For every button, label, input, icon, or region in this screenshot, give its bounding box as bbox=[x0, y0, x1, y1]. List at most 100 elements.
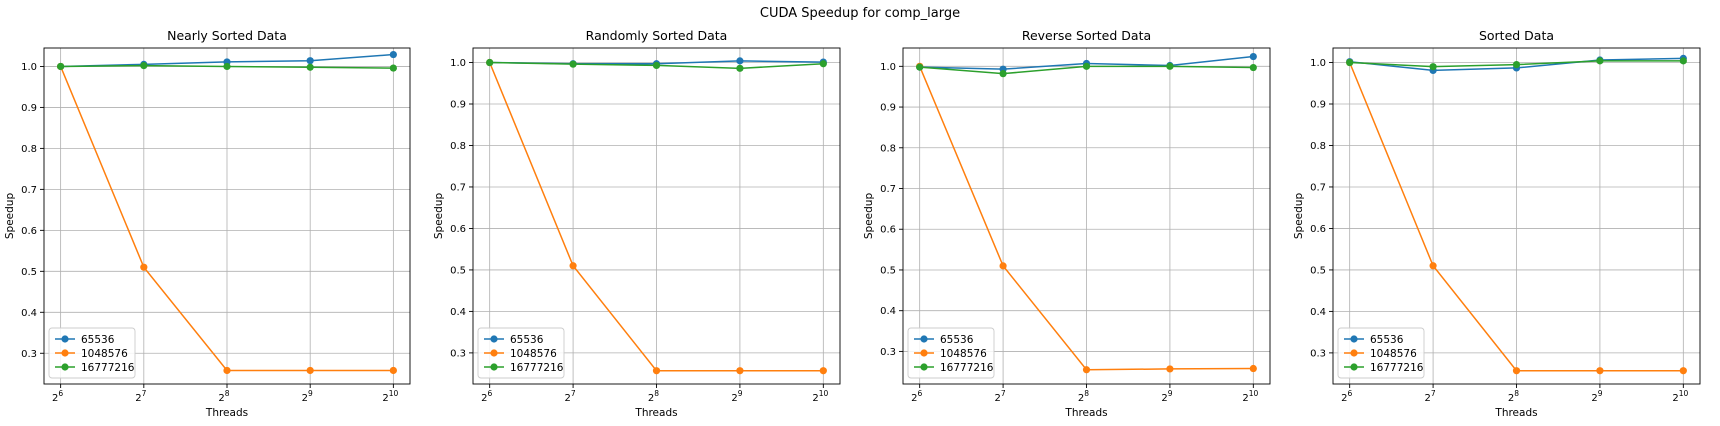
data-point-1048576 bbox=[223, 366, 231, 375]
data-point-16777216 bbox=[306, 63, 314, 71]
data-point-1048576 bbox=[1429, 262, 1437, 270]
y-tick-label: 1.0 bbox=[880, 62, 896, 73]
x-axis-label: Threads bbox=[1494, 407, 1537, 419]
legend-swatch-marker bbox=[61, 363, 69, 371]
y-tick-label: 1.0 bbox=[1310, 58, 1326, 69]
legend-label: 16777216 bbox=[510, 362, 564, 374]
y-tick-label: 0.8 bbox=[450, 141, 466, 152]
y-tick-label: 0.8 bbox=[21, 144, 37, 155]
data-point-16777216 bbox=[140, 62, 148, 70]
x-tick-label: 27 bbox=[995, 389, 1006, 404]
legend-swatch-marker bbox=[920, 335, 928, 343]
legend-label: 65536 bbox=[510, 334, 544, 346]
legend-swatch-marker bbox=[1350, 349, 1358, 357]
y-tick-label: 0.9 bbox=[1310, 100, 1326, 111]
subplot-title: Nearly Sorted Data bbox=[167, 28, 287, 43]
data-point-16777216 bbox=[1166, 62, 1174, 70]
x-tick-label: 28 bbox=[1078, 389, 1089, 404]
subplot-grid: 0.3 0.4 0.5 0.6 0.7 0.8 0.9 1.0 26 27 28 29 210 Nearl… bbox=[4, 28, 1701, 419]
y-tick-label: 0.9 bbox=[21, 103, 37, 114]
legend-swatch-marker bbox=[920, 349, 928, 357]
x-tick-label: 27 bbox=[135, 389, 146, 404]
y-axis-label: Speedup bbox=[433, 193, 445, 240]
data-point-1048576 bbox=[1596, 367, 1604, 375]
x-tick-label: 29 bbox=[1161, 389, 1172, 404]
legend-label: 1048576 bbox=[510, 348, 557, 360]
data-point-65536 bbox=[389, 50, 397, 59]
data-point-16777216 bbox=[1679, 57, 1687, 65]
y-tick-label: 0.9 bbox=[880, 103, 896, 114]
subplot-title: Sorted Data bbox=[1479, 28, 1554, 43]
subplot-1: 0.3 0.4 0.5 0.6 0.7 0.8 0.9 1.0 26 27 28 29 210 Nearl… bbox=[4, 28, 411, 419]
legend-swatch-marker bbox=[1350, 335, 1358, 343]
subplot-4: 0.3 0.4 0.5 0.6 0.7 0.8 0.9 1.0 26 27 28 29 210 Sorte… bbox=[1293, 28, 1701, 419]
data-point-16777216 bbox=[57, 62, 65, 71]
data-point-16777216 bbox=[736, 64, 744, 72]
data-point-16777216 bbox=[999, 70, 1007, 78]
x-axis-label: Threads bbox=[1064, 407, 1107, 419]
data-point-16777216 bbox=[569, 60, 577, 68]
x-tick-label: 27 bbox=[1425, 389, 1436, 404]
x-tick-label: 210 bbox=[812, 389, 828, 404]
data-point-16777216 bbox=[1429, 63, 1437, 71]
data-point-1048576 bbox=[819, 367, 827, 375]
legend-box bbox=[1337, 327, 1425, 379]
y-tick-label: 0.5 bbox=[21, 267, 37, 278]
legend-swatch-marker bbox=[490, 335, 498, 343]
y-tick-label: 0.4 bbox=[21, 308, 37, 319]
data-point-16777216 bbox=[389, 64, 397, 72]
data-point-16777216 bbox=[1596, 57, 1604, 65]
x-tick-label: 27 bbox=[565, 389, 576, 404]
legend-swatch-marker bbox=[1350, 363, 1358, 371]
y-tick-label: 0.5 bbox=[1310, 265, 1326, 276]
data-point-1048576 bbox=[999, 262, 1007, 270]
data-point-1048576 bbox=[140, 263, 148, 271]
legend: 65536 1048576 16777216 bbox=[907, 327, 995, 379]
x-tick-label: 29 bbox=[1591, 389, 1602, 404]
data-point-16777216 bbox=[1249, 63, 1257, 72]
data-point-1048576 bbox=[1082, 366, 1091, 374]
x-tick-label: 210 bbox=[382, 389, 398, 404]
y-tick-label: 0.3 bbox=[21, 349, 37, 360]
x-tick-label: 26 bbox=[52, 389, 63, 404]
data-point-1048576 bbox=[652, 367, 661, 375]
data-point-1048576 bbox=[736, 367, 744, 375]
data-point-65536 bbox=[736, 57, 744, 65]
y-axis-label: Speedup bbox=[4, 193, 16, 240]
y-tick-label: 0.6 bbox=[880, 225, 896, 236]
subplot-title: Randomly Sorted Data bbox=[586, 28, 728, 43]
x-tick-label: 28 bbox=[1508, 389, 1519, 404]
y-tick-label: 0.3 bbox=[1310, 348, 1326, 359]
legend: 65536 1048576 16777216 bbox=[48, 327, 136, 379]
legend-swatch-marker bbox=[490, 363, 498, 371]
x-tick-label: 26 bbox=[481, 389, 492, 404]
legend: 65536 1048576 16777216 bbox=[1337, 327, 1425, 379]
x-tick-label: 26 bbox=[911, 389, 922, 404]
data-point-16777216 bbox=[1512, 60, 1521, 69]
legend-box bbox=[48, 327, 136, 379]
x-tick-label: 29 bbox=[302, 389, 313, 404]
y-tick-label: 0.4 bbox=[1310, 307, 1326, 318]
y-tick-label: 0.6 bbox=[1310, 224, 1326, 235]
legend-label: 16777216 bbox=[81, 362, 135, 374]
y-tick-label: 0.9 bbox=[450, 100, 466, 111]
legend-swatch-marker bbox=[61, 349, 69, 357]
legend-label: 16777216 bbox=[940, 362, 994, 374]
legend-box bbox=[477, 327, 565, 379]
legend-label: 1048576 bbox=[940, 348, 987, 360]
y-tick-label: 0.4 bbox=[880, 306, 896, 317]
data-point-16777216 bbox=[916, 63, 924, 71]
legend-label: 65536 bbox=[940, 334, 974, 346]
y-tick-label: 1.0 bbox=[450, 58, 466, 69]
data-point-1048576 bbox=[569, 262, 577, 270]
x-axis-label: Threads bbox=[205, 407, 248, 419]
data-point-16777216 bbox=[652, 61, 661, 70]
figure-title: CUDA Speedup for comp_large bbox=[760, 6, 960, 21]
y-tick-label: 0.6 bbox=[21, 226, 37, 237]
x-tick-label: 26 bbox=[1341, 389, 1352, 404]
data-point-1048576 bbox=[389, 366, 397, 375]
data-point-16777216 bbox=[223, 62, 231, 71]
x-axis-label: Threads bbox=[634, 407, 677, 419]
data-point-65536 bbox=[306, 57, 314, 65]
x-tick-label: 210 bbox=[1672, 389, 1688, 404]
